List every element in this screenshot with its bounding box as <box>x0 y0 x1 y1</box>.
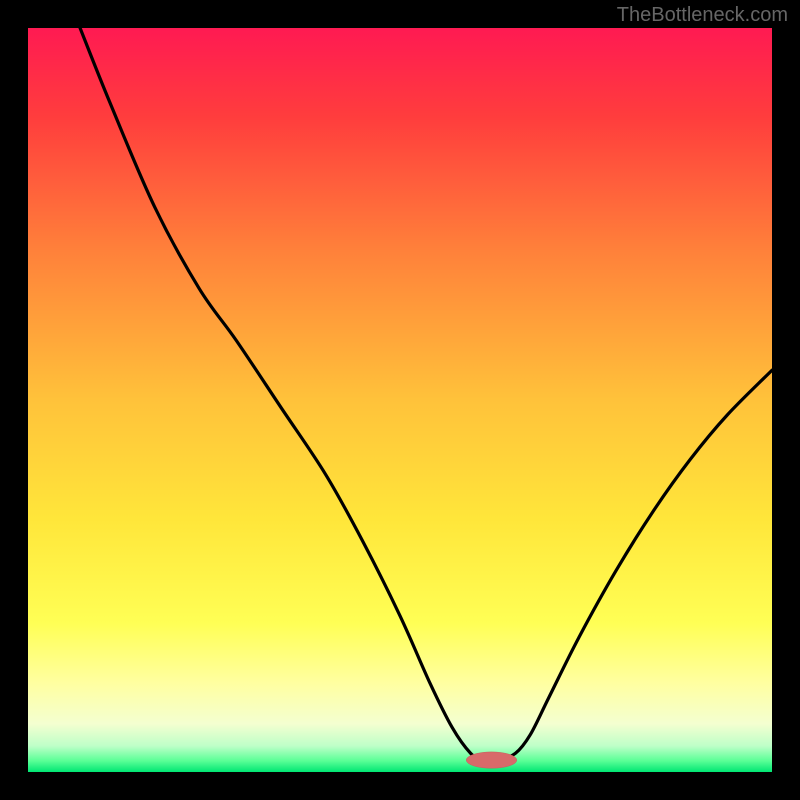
bottleneck-chart <box>28 28 772 772</box>
chart-background <box>28 28 772 772</box>
optimal-point-marker <box>466 752 517 768</box>
watermark-text: TheBottleneck.com <box>617 4 788 27</box>
